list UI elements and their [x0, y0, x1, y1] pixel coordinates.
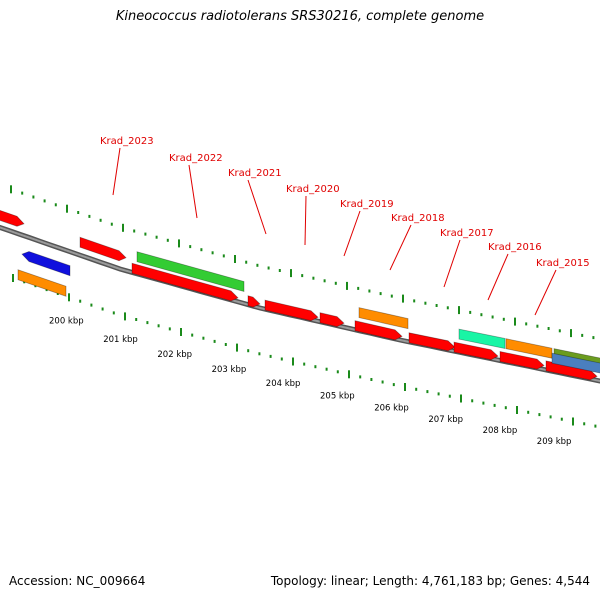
- gene-label-leader: [112, 147, 121, 196]
- scale-label: 208 kbp: [483, 426, 518, 436]
- gene-label[interactable]: Krad_2018: [391, 213, 445, 224]
- gene-feature-orange[interactable]: [17, 269, 67, 297]
- gene-feature-red[interactable]: [131, 262, 239, 302]
- gene-feature-red[interactable]: [354, 320, 403, 341]
- scale-label: 206 kbp: [374, 404, 409, 414]
- gene-label-leader: [343, 210, 361, 257]
- top-tick-track: [10, 185, 595, 340]
- gene-feature-red[interactable]: [0, 209, 25, 227]
- bottom-tick-track: [12, 274, 597, 428]
- genome-summary-text: Topology: linear; Length: 4,761,183 bp; …: [270, 574, 590, 588]
- gene-label-leader: [247, 179, 267, 235]
- gene-feature-steelblue[interactable]: [551, 352, 600, 374]
- genes: [0, 209, 600, 381]
- gene-feature-red[interactable]: [247, 295, 261, 308]
- gene-feature-red[interactable]: [319, 312, 345, 328]
- gene-label[interactable]: Krad_2022: [169, 153, 223, 164]
- gene-labels: Krad_2023Krad_2022Krad_2021Krad_2020Krad…: [100, 136, 590, 316]
- scale-label: 204 kbp: [266, 379, 301, 389]
- gene-label[interactable]: Krad_2020: [286, 184, 340, 195]
- scale-label: 201 kbp: [103, 335, 138, 345]
- scale-label: 207 kbp: [428, 415, 463, 425]
- scale-label: 202 kbp: [157, 350, 192, 360]
- gene-feature-red[interactable]: [499, 351, 545, 370]
- gene-label[interactable]: Krad_2019: [340, 199, 394, 210]
- gene-label-leader: [487, 253, 509, 301]
- scale-label: 205 kbp: [320, 391, 355, 401]
- scale-label: 209 kbp: [537, 437, 572, 447]
- gene-label-leader: [304, 195, 307, 246]
- scale-label: 203 kbp: [212, 365, 247, 375]
- gene-label[interactable]: Krad_2021: [228, 168, 282, 179]
- gene-feature-red[interactable]: [408, 332, 456, 352]
- gene-feature-red[interactable]: [264, 299, 319, 322]
- genome-title: Kineococcus radiotolerans SRS30216, comp…: [115, 9, 485, 24]
- gene-feature-red[interactable]: [453, 341, 499, 361]
- gene-feature-red[interactable]: [79, 236, 127, 262]
- gene-label[interactable]: Krad_2023: [100, 136, 154, 147]
- gene-feature-cyan[interactable]: [458, 328, 506, 349]
- gene-label-leader: [534, 269, 557, 316]
- gene-feature-blue[interactable]: [21, 251, 71, 277]
- scale-labels: 200 kbp 201 kbp 202 kbp 203 kbp 204 kbp 205 k…: [49, 316, 571, 447]
- gene-label[interactable]: Krad_2015: [536, 258, 590, 269]
- gene-label-leader: [443, 239, 461, 288]
- gene-label-leader: [389, 224, 412, 271]
- gene-label-leader: [188, 164, 198, 219]
- accession-text: Accession: NC_009664: [9, 574, 146, 588]
- scale-label: 200 kbp: [49, 316, 84, 326]
- gene-feature-green[interactable]: [136, 251, 245, 293]
- gene-label[interactable]: Krad_2017: [440, 228, 494, 239]
- gene-label[interactable]: Krad_2016: [488, 242, 542, 253]
- gene-feature-orange[interactable]: [358, 307, 409, 330]
